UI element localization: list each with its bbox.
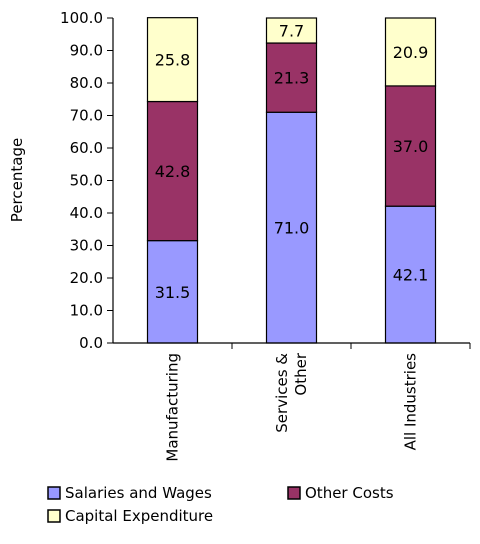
y-tick-label: 0.0 [79, 334, 103, 352]
bar-segment [146, 240, 199, 344]
legend-swatch [47, 509, 61, 523]
y-axis: 0.0 10.0 20.0 30.0 40.0 50.0 60.0 70.0 80.0 90.0 1… [60, 9, 114, 352]
y-axis-label: Percentage [8, 138, 26, 222]
bar-segment [146, 17, 199, 103]
bar-segment [384, 17, 437, 87]
legend-swatch [287, 486, 301, 500]
y-tick-label: 80.0 [70, 74, 103, 92]
legend-label: Salaries and Wages [65, 484, 212, 502]
category-label: Services & [273, 353, 291, 433]
data-label: 25.8 [155, 51, 191, 70]
bar-segment [384, 205, 437, 344]
y-tick-label: 70.0 [70, 107, 103, 125]
y-tick-label: 30.0 [70, 237, 103, 255]
data-label: 42.8 [155, 162, 191, 181]
bar-segment [384, 85, 437, 207]
y-tick-label: 50.0 [70, 172, 103, 190]
y-tick-label: 10.0 [70, 302, 103, 320]
y-tick-label: 20.0 [70, 269, 103, 287]
category-label: Manufacturing [164, 353, 182, 462]
data-label: 20.9 [393, 43, 429, 62]
data-label: 37.0 [393, 137, 429, 156]
data-label: 71.0 [274, 219, 310, 238]
bar-segment [265, 42, 318, 113]
y-tick-label: 100.0 [60, 9, 103, 27]
legend-label: Other Costs [305, 484, 394, 502]
x-axis: Manufacturing Services & Other All Industri… [113, 342, 471, 462]
legend-label: Capital Expenditure [65, 507, 213, 525]
data-label: 42.1 [393, 266, 429, 285]
data-label: 7.7 [279, 22, 304, 41]
y-tick-label: 90.0 [70, 42, 103, 60]
legend-swatch [47, 486, 61, 500]
category-label: All Industries [402, 353, 420, 451]
data-label: 21.3 [274, 69, 310, 88]
legend: Salaries and Wages Other Costs Capital Exp… [47, 484, 394, 525]
y-tick-label: 60.0 [70, 139, 103, 157]
bars: 31.5 42.8 25.8 71.0 21.3 7.7 42.1 37.0 20.9 [146, 17, 437, 344]
bar-segment [265, 17, 318, 44]
category-label: Other [292, 352, 310, 395]
data-label: 31.5 [155, 283, 191, 302]
y-tick-label: 40.0 [70, 204, 103, 222]
